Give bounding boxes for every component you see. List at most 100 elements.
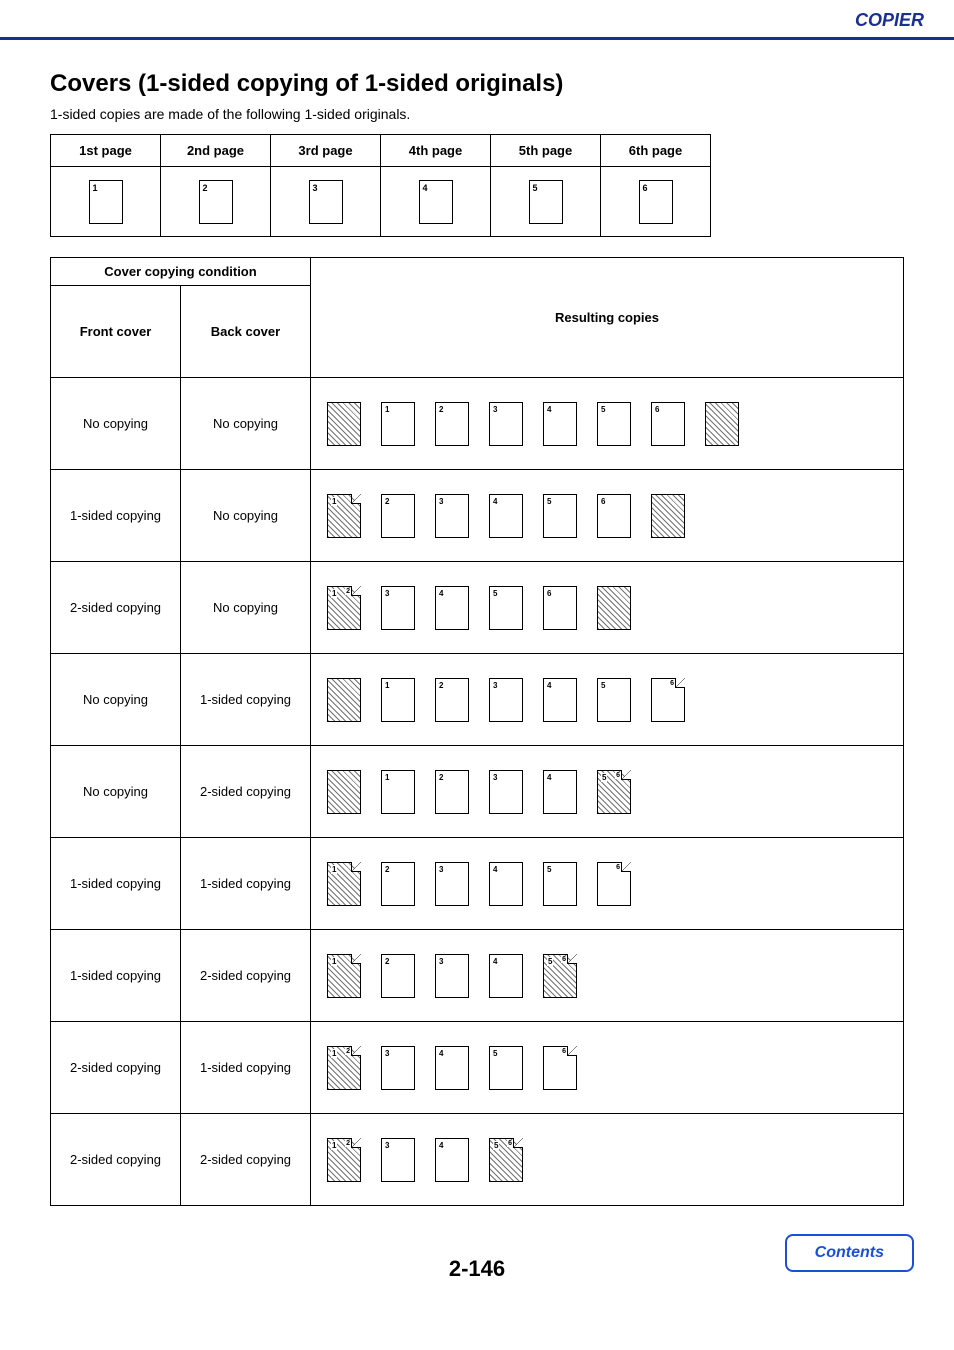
sheet-icon: 56 — [489, 1138, 523, 1182]
contents-button[interactable]: Contents — [785, 1234, 914, 1272]
sheet-icon: 4 — [489, 862, 523, 906]
sheet-icon: 3 — [435, 954, 469, 998]
result-cell: 123456 — [311, 470, 904, 562]
sheet-icon: 4 — [543, 678, 577, 722]
originals-cell: 2 — [161, 167, 271, 237]
sheet-icon: 1 — [381, 678, 415, 722]
cover-condition-header: Cover copying condition — [51, 258, 311, 286]
back-cover-cell: 2-sided copying — [181, 930, 311, 1022]
result-cell: 12 3456 — [311, 562, 904, 654]
page-number: 2-146 — [449, 1256, 505, 1281]
sheet-icon: 4 — [489, 494, 523, 538]
sheet-icon: 3 — [489, 770, 523, 814]
sheet-icon: 4 — [543, 770, 577, 814]
back-cover-cell: No copying — [181, 378, 311, 470]
originals-header: 1st page — [51, 135, 161, 167]
result-cell: 1234 56 — [311, 746, 904, 838]
sheet-icon: 2 — [381, 494, 415, 538]
originals-cell: 6 — [601, 167, 711, 237]
sheet-icon — [327, 678, 361, 722]
sheet-icon — [327, 770, 361, 814]
sheet-icon: 1 — [327, 494, 361, 538]
sheet-icon: 4 — [435, 1046, 469, 1090]
back-cover-cell: 2-sided copying — [181, 1114, 311, 1206]
originals-cell: 4 — [381, 167, 491, 237]
front-cover-cell: 2-sided copying — [51, 1022, 181, 1114]
sheet-icon: 6 — [651, 402, 685, 446]
sheet-icon: 4 — [489, 954, 523, 998]
page-icon: 4 — [419, 180, 453, 224]
front-cover-cell: 2-sided copying — [51, 562, 181, 654]
table-row: No copying1-sided copying 123456 — [51, 654, 904, 746]
sheet-icon: 6 — [651, 678, 685, 722]
sheet-icon — [597, 586, 631, 630]
sheet-icon: 1 — [327, 954, 361, 998]
table-row: No copying2-sided copying 1234 56 — [51, 746, 904, 838]
sheet-icon: 56 — [597, 770, 631, 814]
front-cover-cell: 1-sided copying — [51, 930, 181, 1022]
sheet-icon: 2 — [435, 770, 469, 814]
sheet-icon: 3 — [381, 1046, 415, 1090]
front-cover-cell: No copying — [51, 746, 181, 838]
result-cell: 123456 — [311, 838, 904, 930]
front-cover-cell: No copying — [51, 654, 181, 746]
sheet-icon: 5 — [489, 586, 523, 630]
sheet-icon — [705, 402, 739, 446]
sheet-icon: 12 — [327, 586, 361, 630]
front-cover-header: Front cover — [51, 286, 181, 378]
sheet-icon: 5 — [597, 678, 631, 722]
sheet-icon: 1 — [327, 862, 361, 906]
sheet-icon: 2 — [435, 678, 469, 722]
table-row: 1-sided copying1-sided copying123456 — [51, 838, 904, 930]
page-icon: 5 — [529, 180, 563, 224]
sheet-icon: 3 — [381, 1138, 415, 1182]
table-row: 2-sided copyingNo copying123456 — [51, 562, 904, 654]
sheet-icon — [327, 402, 361, 446]
result-cell: 123456 — [311, 1114, 904, 1206]
sheet-icon: 4 — [543, 402, 577, 446]
sheet-icon: 3 — [435, 494, 469, 538]
table-row: No copyingNo copying123456 — [51, 378, 904, 470]
sheet-icon: 5 — [489, 1046, 523, 1090]
section-label: COPIER — [855, 10, 924, 30]
sheet-icon: 6 — [543, 1046, 577, 1090]
front-cover-cell: 1-sided copying — [51, 838, 181, 930]
sheet-icon: 5 — [597, 402, 631, 446]
originals-header: 3rd page — [271, 135, 381, 167]
sheet-icon: 6 — [597, 862, 631, 906]
back-cover-cell: 1-sided copying — [181, 838, 311, 930]
page-icon: 2 — [199, 180, 233, 224]
front-cover-cell: 1-sided copying — [51, 470, 181, 562]
table-row: 1-sided copying2-sided copying123456 — [51, 930, 904, 1022]
sheet-icon: 3 — [489, 678, 523, 722]
sheet-icon: 4 — [435, 586, 469, 630]
sheet-icon: 6 — [543, 586, 577, 630]
sheet-icon: 3 — [489, 402, 523, 446]
header-bar: COPIER — [0, 0, 954, 40]
sheet-icon: 1 — [381, 770, 415, 814]
sheet-icon — [651, 494, 685, 538]
back-cover-cell: 2-sided copying — [181, 746, 311, 838]
front-cover-cell: No copying — [51, 378, 181, 470]
page-title: Covers (1-sided copying of 1-sided origi… — [50, 70, 904, 98]
table-row: 1-sided copyingNo copying123456 — [51, 470, 904, 562]
resulting-copies-header: Resulting copies — [311, 258, 904, 378]
sheet-icon: 5 — [543, 494, 577, 538]
result-cell: 123456 — [311, 930, 904, 1022]
sheet-icon: 1 — [381, 402, 415, 446]
result-cell: 123456 — [311, 1022, 904, 1114]
page-icon: 6 — [639, 180, 673, 224]
sheet-icon: 2 — [435, 402, 469, 446]
sheet-icon: 6 — [597, 494, 631, 538]
back-cover-cell: 1-sided copying — [181, 654, 311, 746]
originals-cell: 3 — [271, 167, 381, 237]
table-row: 2-sided copying1-sided copying123456 — [51, 1022, 904, 1114]
sheet-icon: 2 — [381, 862, 415, 906]
back-cover-header: Back cover — [181, 286, 311, 378]
sheet-icon: 3 — [381, 586, 415, 630]
originals-header: 6th page — [601, 135, 711, 167]
cover-condition-table: Cover copying condition Resulting copies… — [50, 257, 904, 1206]
originals-table: 1st page2nd page3rd page4th page5th page… — [50, 134, 711, 237]
result-cell: 123456 — [311, 378, 904, 470]
sheet-icon: 4 — [435, 1138, 469, 1182]
